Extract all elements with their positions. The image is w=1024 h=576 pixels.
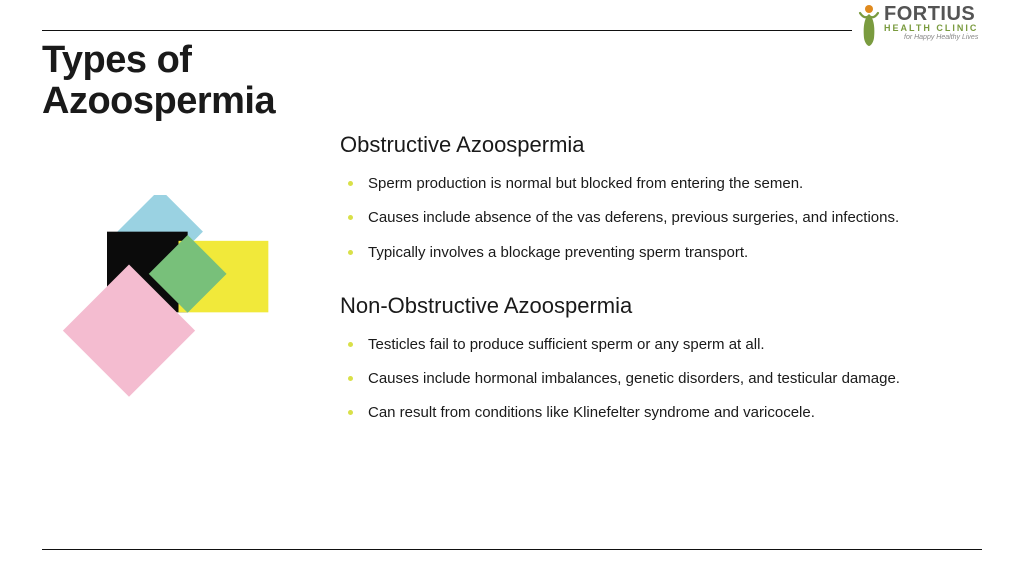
brand-logo: FORTIUS HEALTH CLINIC for Happy Healthy … bbox=[858, 4, 1010, 48]
content-area: Obstructive Azoospermia Sperm production … bbox=[340, 132, 982, 454]
section: Non-Obstructive Azoospermia Testicles fai… bbox=[340, 293, 982, 424]
page-title: Types of Azoospermia bbox=[42, 40, 275, 122]
logo-sub-text: HEALTH CLINIC bbox=[884, 24, 978, 33]
section-heading: Obstructive Azoospermia bbox=[340, 132, 982, 158]
title-line-2: Azoospermia bbox=[42, 80, 275, 122]
title-line-1: Types of bbox=[42, 39, 191, 81]
bullet-item: Typically involves a blockage preventing… bbox=[362, 243, 982, 263]
bullet-list: Testicles fail to produce sufficient spe… bbox=[340, 335, 982, 424]
bullet-item: Causes include hormonal imbalances, gene… bbox=[362, 369, 982, 389]
bullet-item: Testicles fail to produce sufficient spe… bbox=[362, 335, 982, 355]
logo-main-text: FORTIUS bbox=[884, 4, 978, 24]
bullet-item: Can result from conditions like Klinefel… bbox=[362, 403, 982, 423]
bottom-horizontal-rule bbox=[42, 549, 982, 550]
bullet-list: Sperm production is normal but blocked f… bbox=[340, 174, 982, 263]
section-heading: Non-Obstructive Azoospermia bbox=[340, 293, 982, 319]
logo-tagline: for Happy Healthy Lives bbox=[884, 34, 978, 41]
bullet-item: Causes include absence of the vas defere… bbox=[362, 208, 982, 228]
logo-figure-icon bbox=[858, 4, 880, 48]
top-horizontal-rule bbox=[42, 30, 852, 31]
decorative-shapes-graphic bbox=[52, 195, 272, 415]
section: Obstructive Azoospermia Sperm production … bbox=[340, 132, 982, 263]
bullet-item: Sperm production is normal but blocked f… bbox=[362, 174, 982, 194]
